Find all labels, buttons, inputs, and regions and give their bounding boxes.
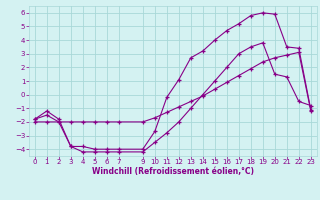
X-axis label: Windchill (Refroidissement éolien,°C): Windchill (Refroidissement éolien,°C)	[92, 167, 254, 176]
